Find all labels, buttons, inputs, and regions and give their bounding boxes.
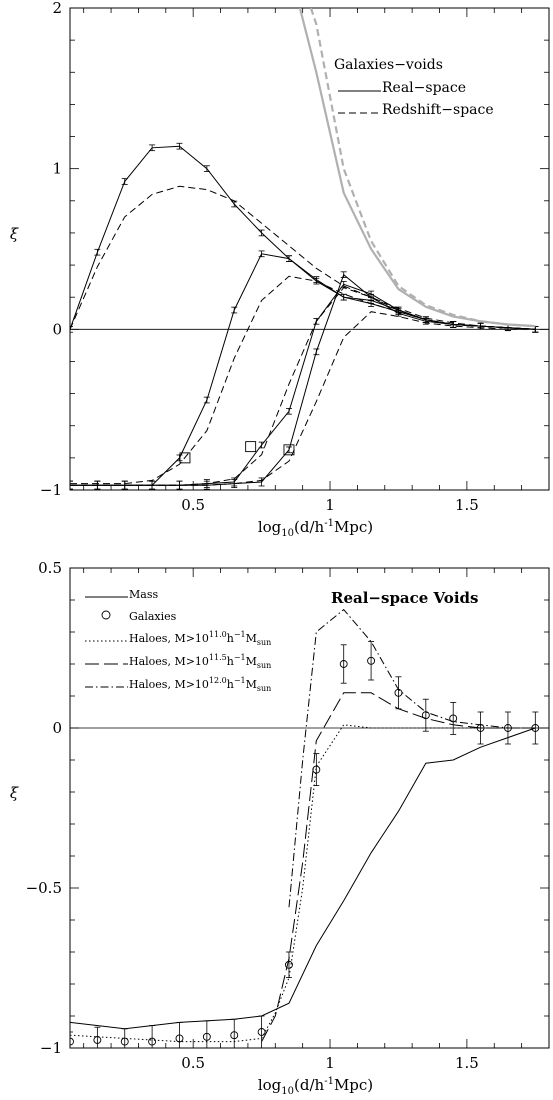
y-tick-label: −1 <box>40 1039 62 1057</box>
text-part: Haloes, M>10 <box>129 632 209 645</box>
x-tick-label: 1.5 <box>455 1054 479 1072</box>
legend-entry-label: Haloes, M>1012.0h−1Msun <box>129 676 271 693</box>
galaxy-point <box>449 714 458 723</box>
series-g2-real-line <box>70 253 536 486</box>
y-tick-label: 2 <box>52 0 62 17</box>
x-tick-label: 1.5 <box>455 496 479 514</box>
square-marker <box>179 452 191 464</box>
x-tick-label: 1 <box>325 496 335 514</box>
y-tick-label: 0.5 <box>38 559 62 577</box>
legend-entry-label: Haloes, M>1011.5h−1Msun <box>129 653 271 670</box>
series-group <box>70 8 539 490</box>
galaxy-point <box>367 656 376 665</box>
text-part: (d/h <box>294 1076 325 1094</box>
text-part: Mass <box>129 588 158 601</box>
legend-redshift-space: Redshift−space <box>382 102 494 118</box>
series-g5-real-line <box>298 8 536 328</box>
galaxy-point <box>421 711 430 720</box>
text-part: 11.0 <box>209 630 227 639</box>
text-part: log <box>258 1076 282 1094</box>
y-tick-label: 0 <box>52 320 62 338</box>
y-tick-label: 0 <box>52 719 62 737</box>
y-tick-label: −1 <box>40 481 62 499</box>
text-part: h <box>227 678 234 691</box>
top-panel: 0.5 1 1.5 −1 0 1 2 log10(d/h-1Mpc) ξ Galaxies−voi… <box>10 0 550 539</box>
galaxy-point <box>120 1037 129 1046</box>
text-part: −1 <box>234 676 246 685</box>
galaxy-point <box>202 1032 211 1041</box>
y-tick-label: 1 <box>52 160 62 178</box>
galaxy-point <box>230 1031 239 1040</box>
series-g4-redshift-line <box>70 311 536 486</box>
text-part: -1 <box>324 518 334 529</box>
x-tick-label: 1 <box>325 1054 335 1072</box>
text-part: Haloes, M>10 <box>129 678 209 691</box>
legend-entry-label: Haloes, M>1011.0h−1Msun <box>129 630 271 647</box>
series-haloes-11-0-line <box>70 724 536 1043</box>
x-axis-label: log10(d/h-1Mpc) <box>258 518 373 539</box>
panel-title: Real−space Voids <box>331 589 478 607</box>
legend-circle-swatch <box>101 610 111 620</box>
series-g3-real-line <box>70 283 536 486</box>
y-tick-label: −0.5 <box>26 879 62 897</box>
text-part: Mpc) <box>334 518 373 536</box>
galaxy-point <box>70 1037 74 1046</box>
legend-entry-label: Mass <box>129 588 158 601</box>
legend-entry-label: Galaxies <box>129 610 177 623</box>
text-part: (d/h <box>294 518 325 536</box>
galaxy-point <box>285 960 293 969</box>
series-group <box>70 608 540 1048</box>
y-axis-label: ξ <box>10 784 19 802</box>
y-axis-label: ξ <box>10 225 19 243</box>
plot-frame <box>69 567 550 1049</box>
series-haloes-12-0-line <box>288 608 536 908</box>
text-part: sun <box>257 684 271 693</box>
text-part: M <box>246 655 257 668</box>
text-part: sun <box>257 661 271 670</box>
text-part: Galaxies <box>129 610 177 623</box>
series-g5-redshift-line <box>309 8 536 328</box>
galaxy-point <box>148 1037 157 1046</box>
galaxy-point <box>257 1028 266 1036</box>
legend-title: Galaxies−voids <box>334 57 443 73</box>
text-part: M <box>246 678 257 691</box>
galaxy-point <box>93 1036 102 1044</box>
text-part: 12.0 <box>209 676 227 685</box>
series-g4-real-line <box>70 273 536 486</box>
x-tick-label: 0.5 <box>181 496 205 514</box>
series-g1-redshift-line <box>70 185 536 330</box>
galaxy-point <box>339 660 348 668</box>
text-part: 11.5 <box>209 653 227 662</box>
text-part: h <box>227 655 234 668</box>
text-part: 10 <box>281 528 294 539</box>
x-tick-label: 0.5 <box>181 1054 205 1072</box>
series-mass-line <box>70 727 536 1030</box>
text-part: Mpc) <box>334 1076 373 1094</box>
text-part: −1 <box>234 630 246 639</box>
square-marker <box>283 444 295 456</box>
text-part: sun <box>257 638 271 647</box>
text-part: M <box>246 632 257 645</box>
text-part: −1 <box>234 653 246 662</box>
text-part: 10 <box>281 1086 294 1097</box>
galaxy-point <box>175 1034 184 1043</box>
series-haloes-11-5-line <box>261 692 536 1042</box>
series-g2-redshift-line <box>70 275 536 485</box>
x-axis-label: log10(d/h-1Mpc) <box>258 1076 373 1097</box>
text-part: log <box>258 518 282 536</box>
text-part: Haloes, M>10 <box>129 655 209 668</box>
plot-frame <box>69 7 550 491</box>
series-g1-real-line <box>70 145 536 330</box>
legend-real-space: Real−space <box>382 80 466 96</box>
text-part: -1 <box>324 1076 334 1087</box>
square-marker <box>245 441 257 453</box>
bottom-panel: 0.5 1 1.5−1−0.500.5log10(d/h-1Mpc)ξReal−sp… <box>10 559 550 1097</box>
text-part: h <box>227 632 234 645</box>
